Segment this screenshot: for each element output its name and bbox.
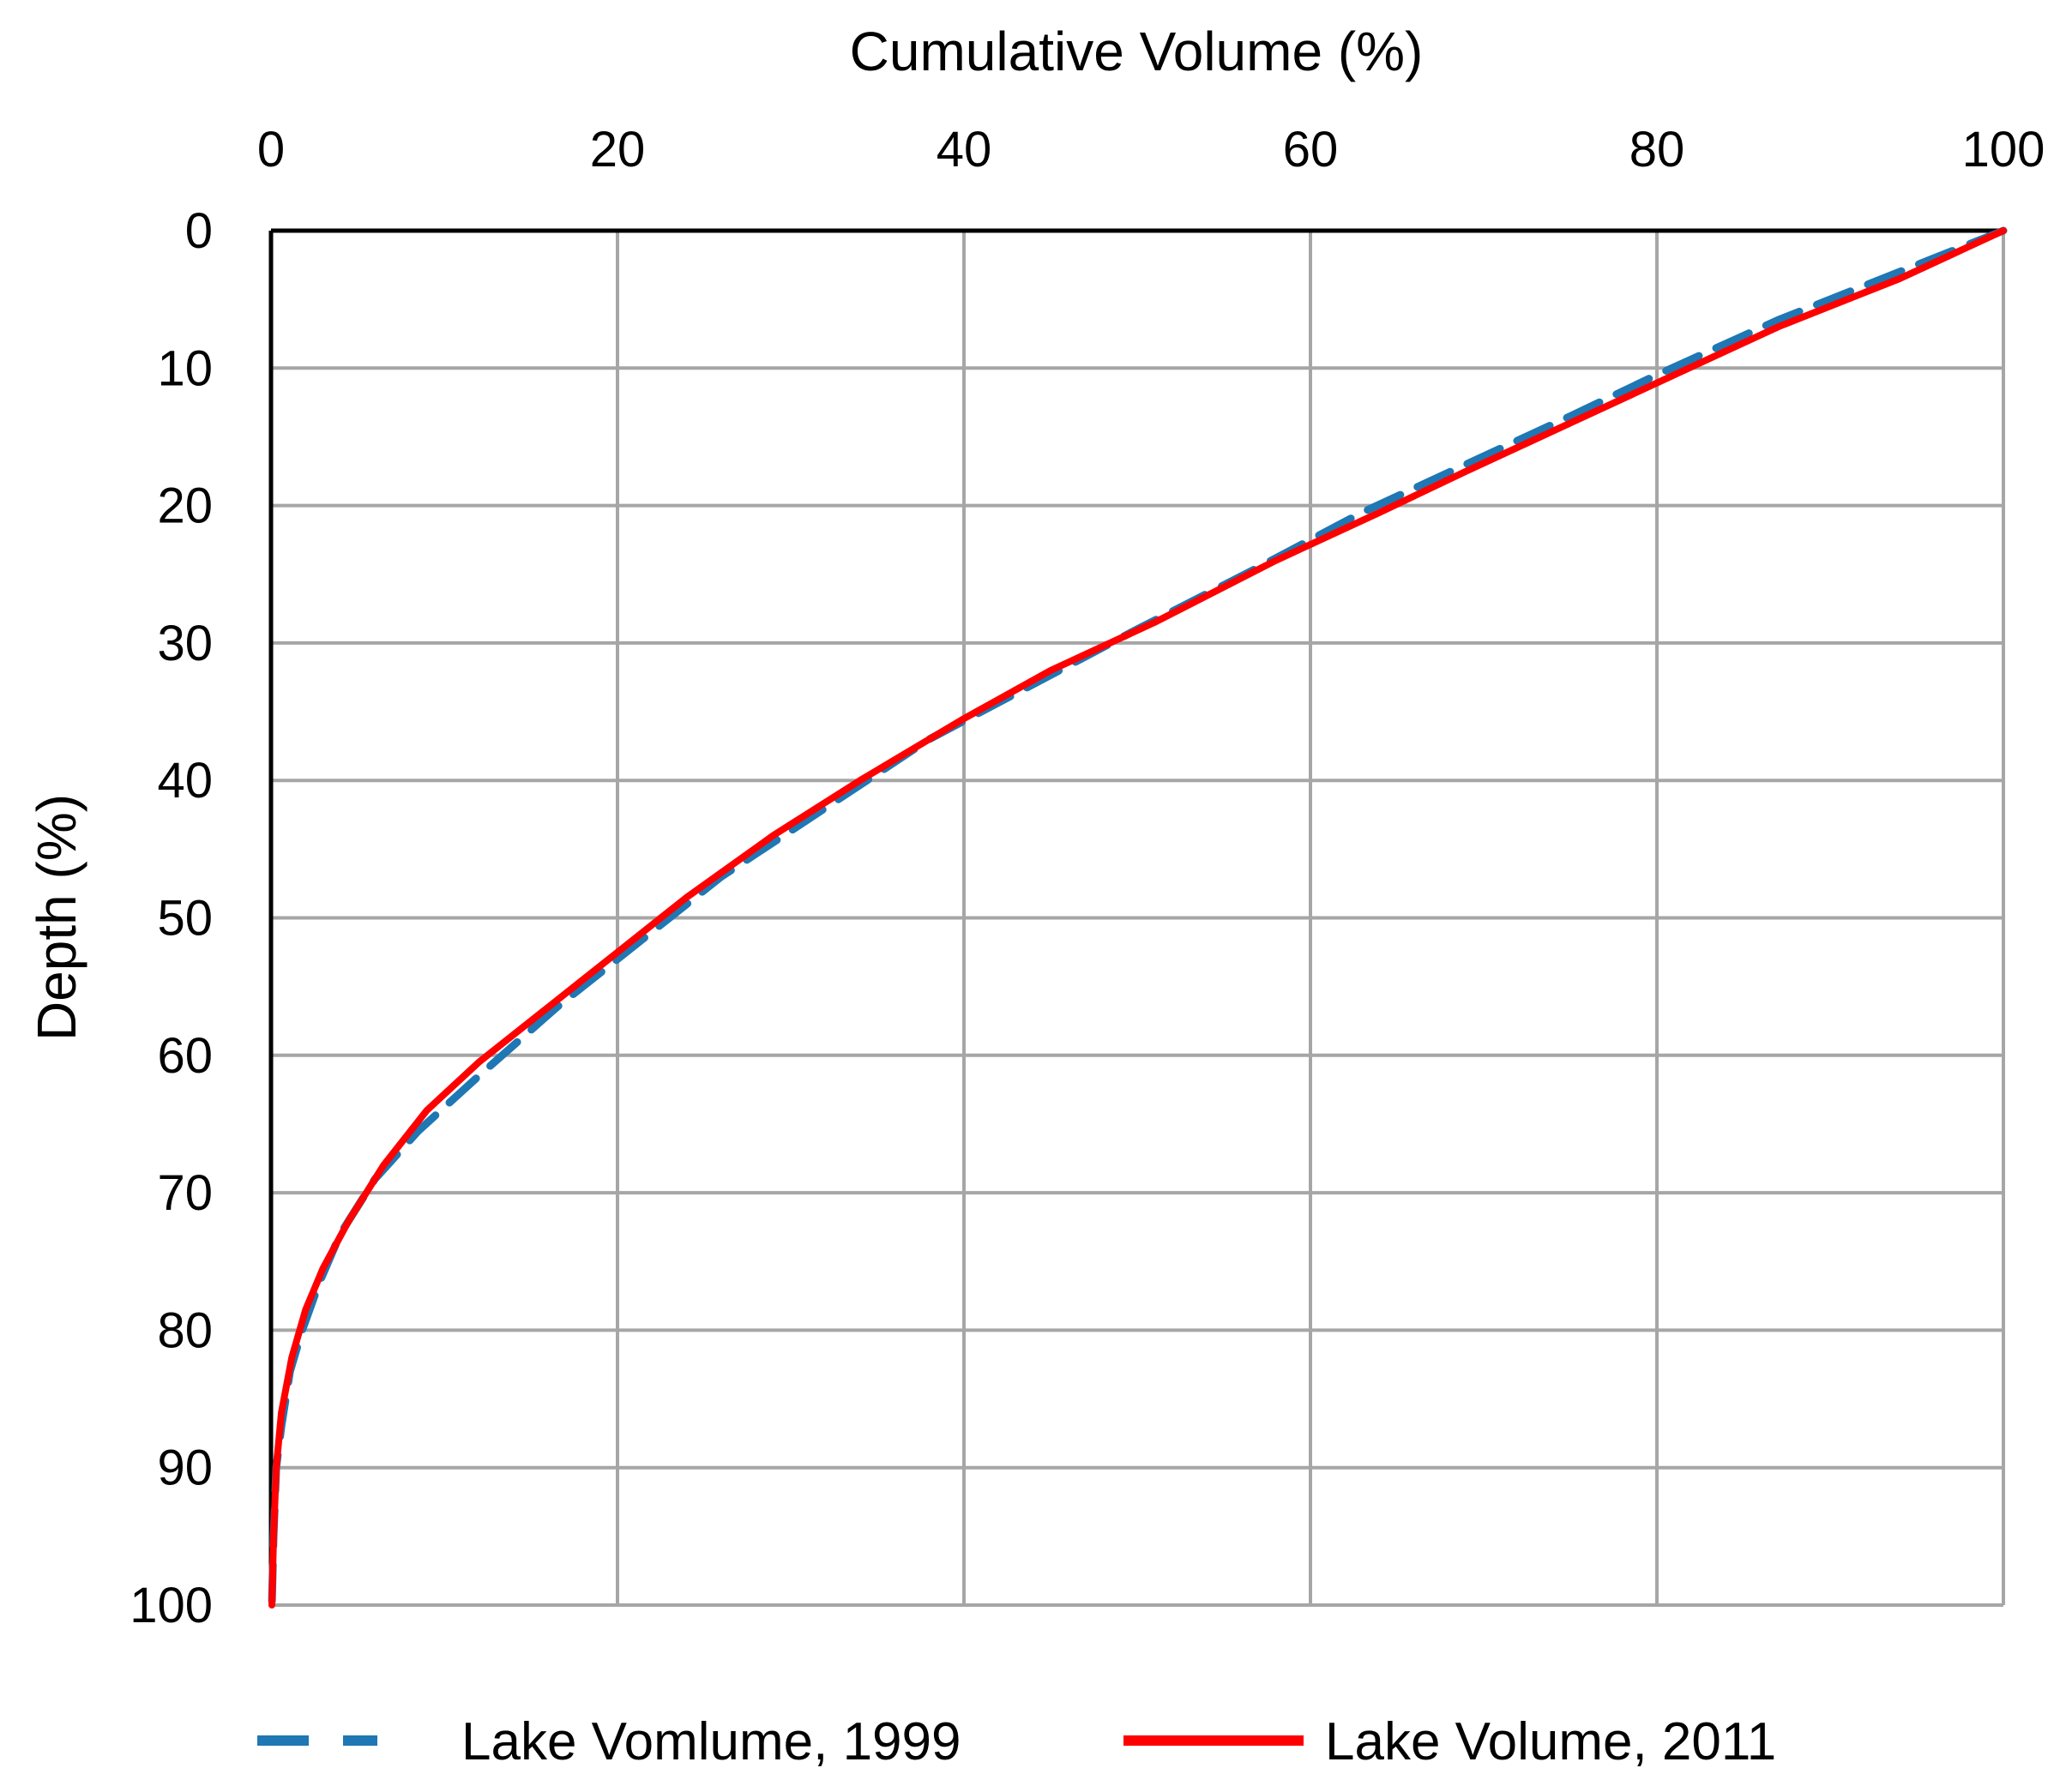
y-tick-label-50: 50	[157, 891, 213, 947]
x-tick-label-0: 0	[257, 122, 285, 177]
x-tick-label-80: 80	[1629, 122, 1685, 177]
x-axis-title: Cumulative Volume (%)	[850, 21, 1424, 82]
y-tick-label-60: 60	[157, 1028, 213, 1084]
y-tick-label-100: 100	[130, 1578, 213, 1633]
y-tick-label-20: 20	[157, 478, 213, 534]
legend-label-2011: Lake Volume, 2011	[1325, 1712, 1776, 1771]
series-line-2011	[268, 227, 2007, 1609]
series-lines	[268, 226, 2008, 1609]
y-tick-label-30: 30	[157, 616, 213, 671]
axes	[268, 228, 2003, 1605]
y-axis-title: Depth (%)	[26, 794, 87, 1041]
y-tick-label-0: 0	[185, 203, 213, 259]
axis-titles: Cumulative Volume (%) Depth (%)	[26, 21, 1423, 1041]
y-tick-label-80: 80	[157, 1302, 213, 1358]
y-tick-label-90: 90	[157, 1440, 213, 1496]
legend-label-1999: Lake Vomlume, 1999	[461, 1712, 961, 1771]
legend: Lake Vomlume, 1999 Lake Volume, 2011	[257, 1712, 1776, 1771]
y-tick-label-40: 40	[157, 753, 213, 809]
tick-labels: 0 20 40 60 80 100 0 10 20 30 40 50 60 70 80 90 100	[130, 122, 2045, 1633]
y-tick-label-70: 70	[157, 1165, 213, 1221]
x-tick-label-60: 60	[1283, 122, 1339, 177]
x-tick-label-40: 40	[937, 122, 992, 177]
grid-lines	[269, 229, 2005, 1607]
x-tick-label-20: 20	[590, 122, 646, 177]
y-tick-label-10: 10	[157, 340, 213, 396]
x-tick-label-100: 100	[1962, 122, 2045, 177]
